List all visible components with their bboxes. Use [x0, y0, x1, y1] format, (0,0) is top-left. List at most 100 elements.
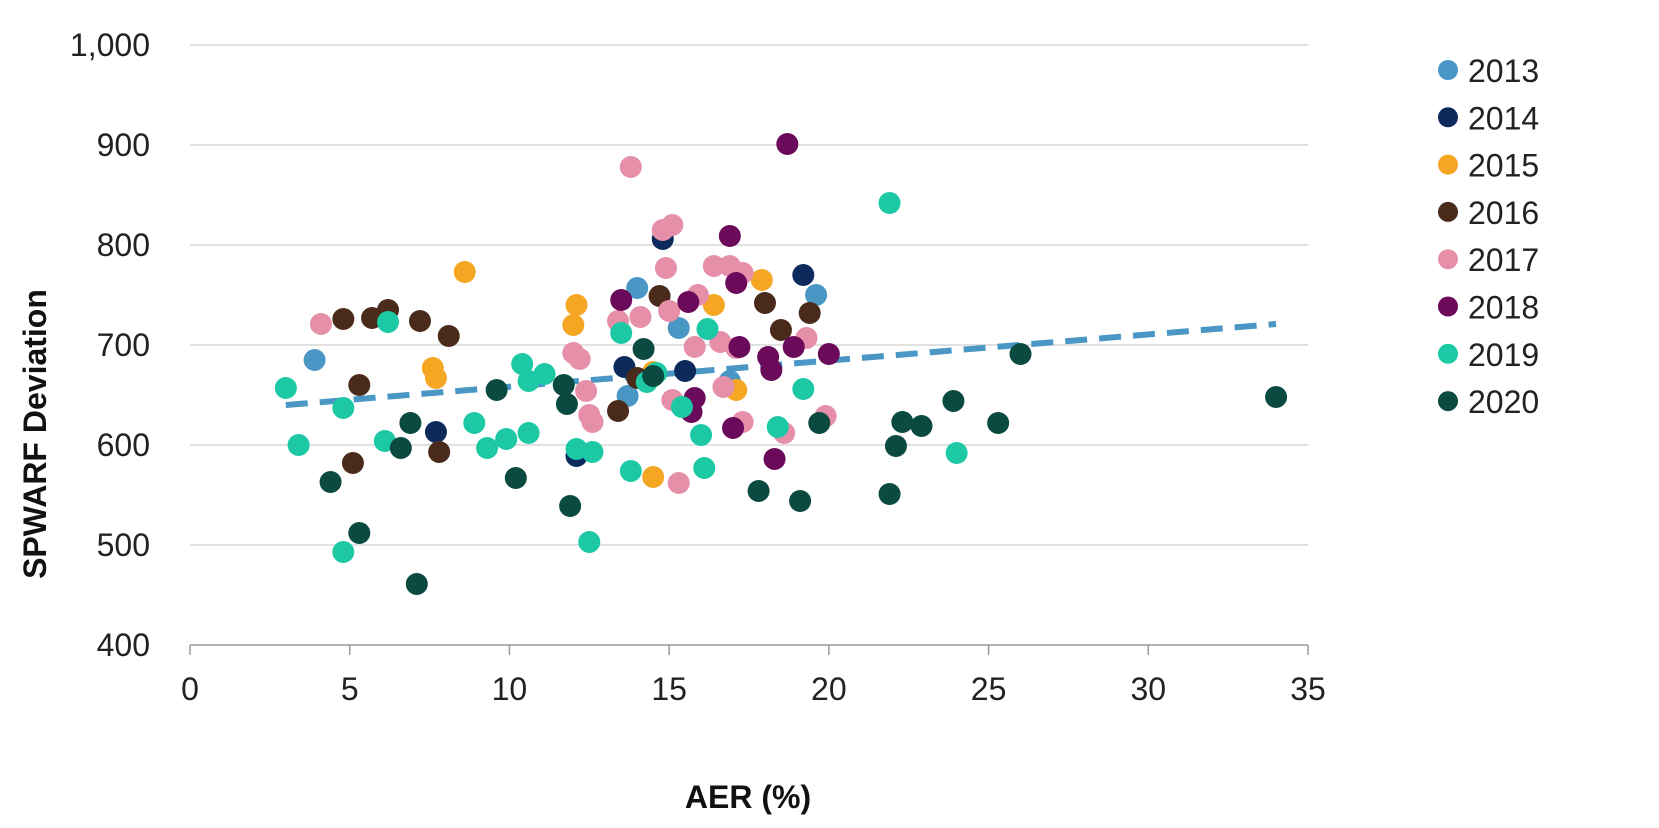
- x-tick-label: 35: [1290, 671, 1326, 707]
- point-2015: [424, 367, 447, 389]
- point-2014: [674, 360, 697, 382]
- y-tick-label: 400: [97, 627, 150, 663]
- point-2019: [878, 192, 901, 214]
- point-2016: [769, 319, 792, 341]
- point-2020: [1009, 343, 1032, 365]
- point-2013: [626, 277, 649, 299]
- y-tick-label: 900: [97, 127, 150, 163]
- legend-label-2016: 2016: [1468, 195, 1539, 231]
- point-2014: [792, 264, 815, 286]
- trendline: [285, 321, 1277, 408]
- legend-marker-2016: [1438, 201, 1458, 222]
- x-axis-title: AER (%): [685, 779, 811, 815]
- point-2020: [632, 338, 655, 360]
- point-2020: [348, 522, 371, 544]
- point-2020: [987, 412, 1010, 434]
- point-2018: [776, 133, 799, 155]
- point-2018: [760, 359, 783, 381]
- point-2017: [712, 376, 735, 398]
- point-2018: [610, 289, 633, 311]
- legend-label-2013: 2013: [1468, 53, 1539, 89]
- point-2018: [677, 291, 700, 313]
- point-2015: [565, 294, 588, 316]
- point-2019: [792, 378, 815, 400]
- legend-marker-2017: [1438, 249, 1458, 270]
- y-tick-label: 700: [97, 327, 150, 363]
- point-2020: [504, 467, 527, 489]
- point-2020: [808, 412, 831, 434]
- point-2017: [568, 348, 591, 370]
- legend-label-2014: 2014: [1468, 100, 1539, 136]
- x-tick-label: 30: [1130, 671, 1166, 707]
- legend-marker-2020: [1438, 391, 1458, 412]
- point-2016: [607, 400, 630, 422]
- point-2015: [642, 466, 665, 488]
- point-2018: [722, 417, 745, 439]
- point-2019: [533, 363, 556, 385]
- y-tick-label: 800: [97, 227, 150, 263]
- x-tick-label: 15: [651, 671, 687, 707]
- point-2016: [408, 310, 431, 332]
- point-2020: [642, 365, 665, 387]
- point-2019: [693, 457, 716, 479]
- point-2017: [654, 257, 677, 279]
- point-2020: [399, 412, 422, 434]
- point-2020: [891, 411, 914, 433]
- y-tick-label: 600: [97, 427, 150, 463]
- point-2015: [562, 314, 585, 336]
- point-2017: [619, 156, 642, 178]
- point-2019: [274, 377, 297, 399]
- point-2019: [581, 441, 604, 463]
- x-tick-label: 20: [811, 671, 847, 707]
- legend-label-2015: 2015: [1468, 148, 1539, 184]
- point-2013: [805, 284, 828, 306]
- legend-marker-2013: [1438, 60, 1458, 80]
- point-2016: [798, 302, 821, 324]
- legend-marker-2015: [1438, 154, 1458, 175]
- legend-label-2018: 2018: [1468, 290, 1539, 326]
- point-2017: [658, 300, 681, 322]
- point-2017: [575, 380, 598, 402]
- point-2020: [942, 390, 965, 412]
- point-2017: [661, 214, 684, 236]
- trendline-layer: [285, 321, 1277, 408]
- point-2020: [789, 490, 812, 512]
- point-2020: [485, 379, 508, 401]
- point-2017: [683, 336, 706, 358]
- legend-label-2017: 2017: [1468, 242, 1539, 278]
- point-2020: [878, 483, 901, 505]
- x-tick-label: 0: [181, 671, 199, 707]
- point-2015: [750, 269, 773, 291]
- point-2020: [552, 374, 575, 396]
- y-tick-label: 500: [97, 527, 150, 563]
- point-2019: [287, 434, 310, 456]
- y-axis-title: SPWARF Deviation: [17, 289, 53, 579]
- point-2020: [1265, 386, 1288, 408]
- point-2018: [718, 225, 741, 247]
- x-tick-label: 25: [971, 671, 1007, 707]
- point-2019: [610, 322, 633, 344]
- point-2019: [945, 442, 968, 464]
- point-2018: [782, 336, 805, 358]
- point-2020: [389, 437, 412, 459]
- point-2020: [747, 480, 770, 502]
- point-2015: [702, 294, 725, 316]
- point-2013: [667, 317, 690, 339]
- point-2020: [884, 435, 907, 457]
- x-tick-label: 10: [492, 671, 528, 707]
- point-2018: [817, 343, 840, 365]
- point-2019: [463, 412, 486, 434]
- point-2016: [437, 325, 460, 347]
- data-points: [274, 133, 1288, 595]
- point-2019: [332, 397, 355, 419]
- point-2019: [495, 428, 518, 450]
- point-2019: [377, 311, 400, 333]
- point-2019: [511, 353, 534, 375]
- point-2013: [303, 349, 326, 371]
- point-2020: [910, 415, 933, 437]
- point-2014: [424, 421, 447, 443]
- point-2019: [332, 541, 355, 563]
- point-2020: [319, 471, 342, 493]
- point-2016: [428, 441, 451, 463]
